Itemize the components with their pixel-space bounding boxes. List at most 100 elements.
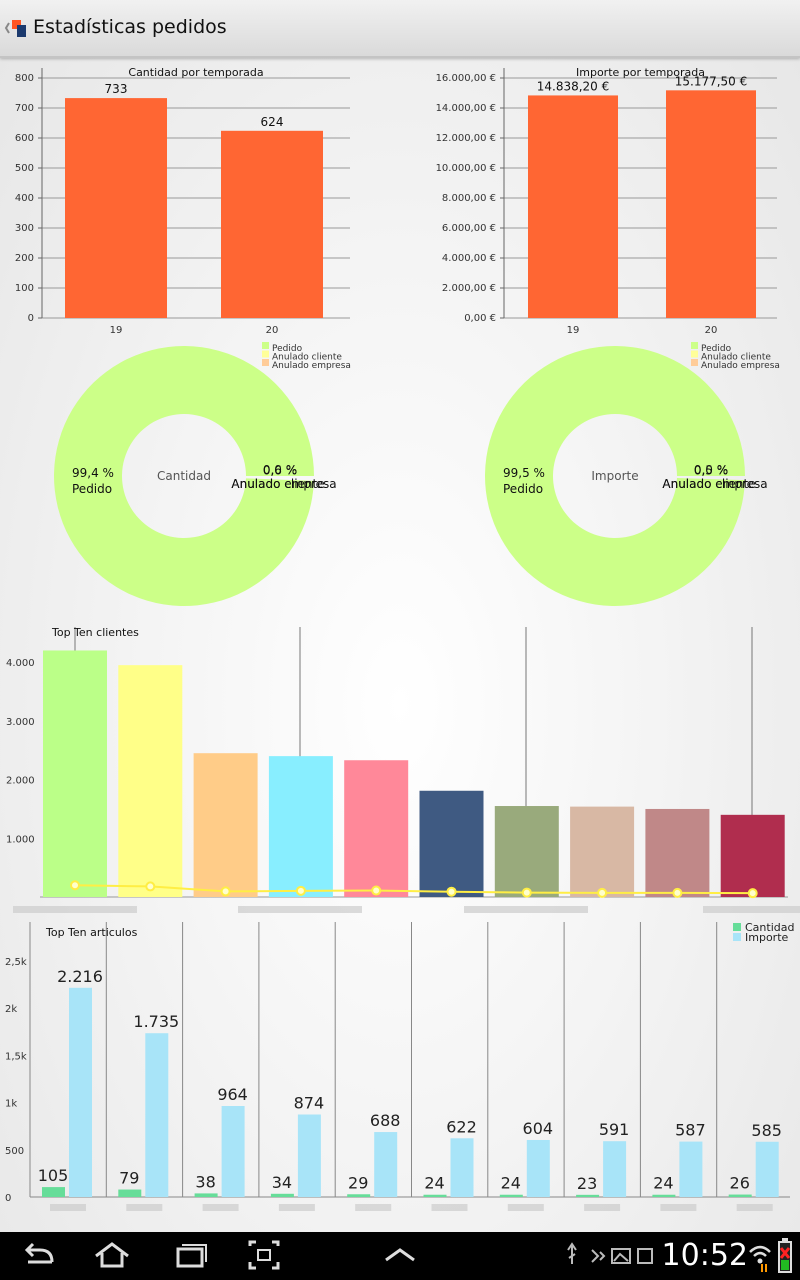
app-icon[interactable] [4,14,32,42]
x-label-blurred [278,1204,315,1211]
bar-value-label: 688 [370,1111,401,1130]
y-tick-label: 0 [5,1193,11,1204]
bar-importe [297,1114,321,1197]
bar-cantidad [652,1194,676,1197]
y-tick-label: 10.000,00 € [436,163,496,174]
bar [65,98,167,318]
x-label-blurred [736,1204,773,1211]
notification-icons [567,1242,653,1264]
line-point [70,880,80,891]
bar-importe [145,1033,169,1197]
bar [221,130,323,318]
legend-swatch [262,342,269,349]
system-nav-bar: 10:52 [0,1232,800,1280]
x-tick-label: 20 [705,325,718,336]
bar [268,756,333,897]
bar-cantidad [42,1187,65,1197]
y-tick-label: 600 [15,133,34,144]
line-point [521,887,532,898]
slice-pct-label: 0,0 % [263,463,297,477]
line-point [672,887,683,898]
legend-label: Anulado cliente [701,353,771,363]
page-title: Estadísticas pedidos [33,16,227,38]
bar-value-label: 24 [424,1174,444,1193]
y-tick-label: 2.000 [6,776,35,787]
y-tick-label: 1.000 [6,834,35,845]
legend-swatch [691,350,698,358]
bar-value-label: 23 [577,1174,597,1193]
y-tick-label: 6.000,00 € [442,223,496,234]
donut-slice [53,346,314,607]
x-label-blurred [126,1204,163,1211]
screenshot-icon[interactable] [244,1232,284,1280]
bar [570,806,635,897]
bar [43,650,107,897]
x-tick-label: 19 [567,325,580,336]
y-tick-label: 2,5k [5,957,27,968]
legend-label: Cantidad [745,921,794,934]
x-tick-label: 20 [266,325,279,336]
bar-value-label: 79 [119,1169,139,1188]
back-icon[interactable] [18,1232,62,1280]
bar [193,753,258,897]
bar-value-label: 14.838,20 € [537,79,610,93]
bar-value-label: 24 [501,1174,521,1193]
bar-value-label: 105 [38,1166,69,1185]
chevron-up-icon[interactable] [380,1232,420,1280]
donut-slice [484,345,745,606]
bar-cantidad [118,1189,142,1197]
y-tick-label: 2.000,00 € [442,283,496,294]
bar-value-label: 26 [730,1174,750,1193]
legend-swatch [691,359,698,366]
battery-icon [778,1238,792,1273]
bar [666,90,756,319]
bar-importe [221,1105,245,1197]
slice-name-label: Anulado empresa [231,477,336,491]
slice-name-label: Pedido [72,482,112,496]
y-tick-label: 800 [15,73,34,84]
slice-name-label: Anulado empresa [662,477,767,491]
donut-center-label: Importe [591,469,638,483]
home-icon[interactable] [90,1232,134,1280]
x-label-blurred [660,1204,697,1211]
slice-pct-label: 99,5 % [503,466,545,480]
bar-cantidad [728,1194,752,1197]
chart-title: Importe por temporada [576,66,705,79]
y-tick-label: 4.000 [6,658,35,669]
bar-value-label: 2.216 [57,967,103,986]
x-label-blurred [238,906,362,913]
chart-title: Top Ten articulos [45,926,138,939]
chart-title: Cantidad por temporada [128,66,263,79]
bar [494,806,559,897]
y-tick-label: 700 [15,103,34,114]
x-label-blurred [431,1204,468,1211]
slice-pct-label: 99,4 % [72,466,114,480]
bar-cantidad [499,1194,523,1197]
bar-value-label: 15.177,50 € [675,74,748,88]
bar [528,95,618,318]
y-tick-label: 0,00 € [464,313,496,324]
bar-value-label: 964 [217,1085,248,1104]
bar-cantidad [270,1193,294,1197]
recent-apps-icon[interactable] [168,1232,212,1280]
legend-swatch [733,933,741,941]
wifi-icon [749,1245,771,1272]
legend-swatch [691,342,698,349]
line-point [145,881,156,892]
bar-importe [450,1138,474,1197]
legend-label: Importe [745,931,789,944]
status-clock: 10:52 [661,1238,748,1273]
line-point [446,886,457,897]
slice-name-label: Pedido [503,482,543,496]
bar-cantidad [347,1194,371,1197]
legend-label: Pedido [701,344,732,354]
bar-cantidad [423,1194,447,1197]
x-label-blurred [13,906,137,913]
y-tick-label: 8.000,00 € [442,193,496,204]
bar-value-label: 585 [751,1121,782,1140]
bar [419,790,484,897]
bar-importe [755,1141,779,1197]
bar-importe [69,987,92,1197]
legend-swatch [733,923,741,931]
